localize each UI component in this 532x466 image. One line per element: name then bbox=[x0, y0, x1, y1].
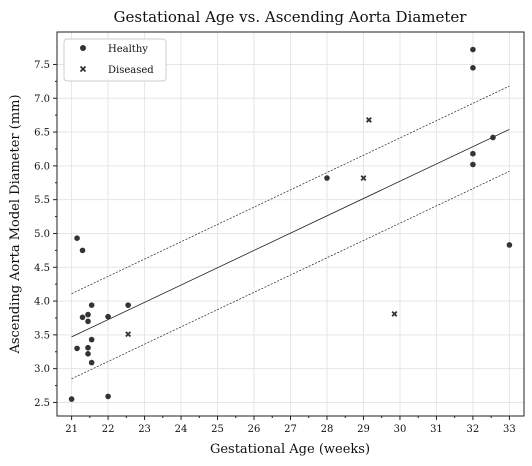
point-healthy bbox=[85, 351, 91, 357]
point-healthy bbox=[105, 313, 111, 320]
point-healthy bbox=[79, 247, 86, 254]
x-tick-label: 25 bbox=[211, 424, 224, 435]
point-healthy bbox=[85, 311, 91, 318]
x-tick-label: 31 bbox=[430, 424, 443, 435]
y-tick-label: 3.5 bbox=[34, 330, 50, 341]
chart-title: Gestational Age vs. Ascending Aorta Diam… bbox=[114, 8, 468, 26]
y-tick-label: 5.0 bbox=[34, 229, 50, 240]
x-axis-label: Gestational Age (weeks) bbox=[210, 442, 370, 457]
point-healthy bbox=[105, 393, 111, 400]
x-tick-label: 21 bbox=[65, 424, 78, 435]
point-healthy bbox=[490, 134, 496, 141]
y-tick-label: 5.5 bbox=[34, 195, 50, 206]
fit-lines bbox=[71, 85, 510, 380]
point-healthy bbox=[506, 242, 513, 248]
point-healthy bbox=[470, 46, 476, 53]
point-healthy bbox=[88, 302, 95, 308]
y-tick-label: 6.0 bbox=[34, 161, 50, 172]
point-healthy bbox=[470, 150, 476, 157]
point-healthy bbox=[79, 314, 86, 321]
x-tick-label: 33 bbox=[503, 424, 516, 435]
legend-marker-healthy bbox=[80, 45, 86, 51]
y-tick-label: 6.5 bbox=[34, 128, 50, 139]
point-diseased bbox=[391, 310, 398, 317]
point-diseased bbox=[366, 116, 372, 123]
y-tick-label: 7.5 bbox=[34, 60, 50, 71]
point-healthy bbox=[324, 175, 330, 181]
x-axis-ticks: 21 22 23 24 25 26 27 28 29 30 31 32 33 bbox=[65, 416, 516, 435]
point-healthy bbox=[74, 235, 80, 241]
point-healthy bbox=[85, 318, 91, 325]
point-healthy bbox=[470, 161, 476, 168]
point-healthy bbox=[74, 345, 80, 352]
x-tick-label: 30 bbox=[394, 424, 407, 435]
x-tick-label: 22 bbox=[102, 424, 115, 435]
y-tick-label: 4.5 bbox=[34, 263, 50, 274]
point-healthy bbox=[68, 396, 75, 402]
x-tick-label: 23 bbox=[138, 424, 151, 435]
x-tick-label: 27 bbox=[284, 424, 297, 435]
grid-lines bbox=[57, 32, 524, 416]
x-tick-label: 29 bbox=[357, 424, 370, 435]
x-tick-label: 32 bbox=[467, 424, 480, 435]
legend-label-diseased: Diseased bbox=[108, 65, 154, 76]
point-diseased bbox=[360, 175, 367, 181]
y-tick-label: 4.0 bbox=[34, 297, 50, 308]
y-tick-label: 2.5 bbox=[34, 398, 50, 409]
y-axis-ticks: 2.5 3.0 3.5 4.0 4.5 5.0 5.5 6.0 6.5 7.0 7.5 bbox=[34, 60, 57, 409]
legend-label-healthy: Healthy bbox=[108, 44, 148, 55]
point-healthy bbox=[470, 65, 476, 71]
y-tick-label: 3.0 bbox=[34, 364, 50, 375]
upper-bound-line bbox=[71, 85, 510, 294]
point-healthy bbox=[85, 344, 91, 351]
lower-bound-line bbox=[71, 170, 510, 380]
point-healthy bbox=[125, 302, 131, 308]
legend-box bbox=[63, 38, 167, 82]
legend: Healthy Diseased bbox=[63, 38, 167, 82]
point-diseased bbox=[125, 331, 132, 338]
point-healthy bbox=[88, 336, 95, 343]
x-tick-label: 24 bbox=[175, 424, 188, 435]
point-healthy bbox=[88, 359, 95, 366]
x-tick-label: 28 bbox=[321, 424, 334, 435]
legend-marker-diseased bbox=[79, 65, 87, 73]
x-tick-label: 26 bbox=[248, 424, 261, 435]
y-axis-label: Ascending Aorta Model Diameter (mm) bbox=[8, 94, 23, 354]
y-tick-label: 7.0 bbox=[34, 94, 50, 105]
data-points bbox=[68, 46, 513, 402]
regression-line bbox=[71, 128, 510, 338]
